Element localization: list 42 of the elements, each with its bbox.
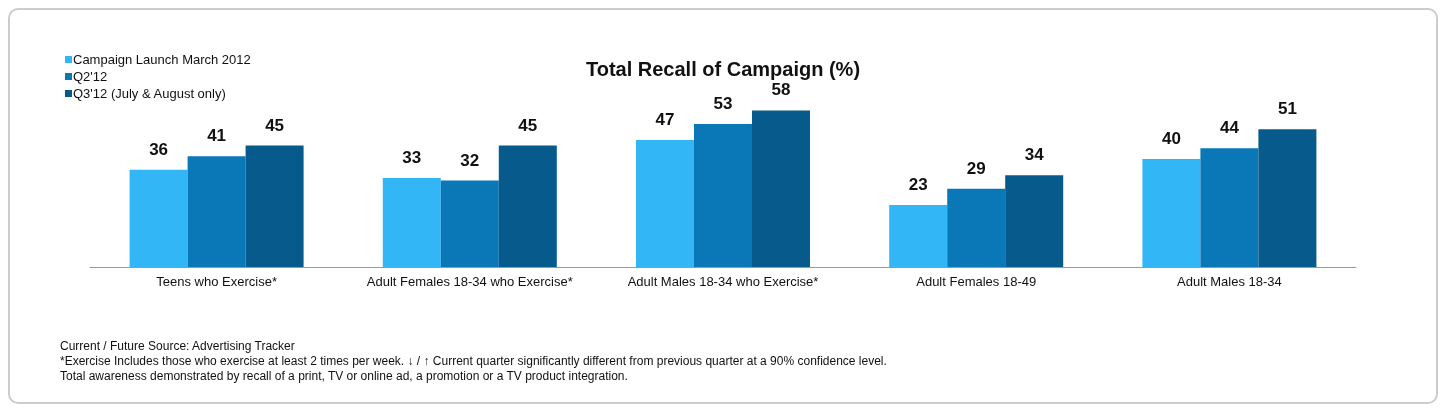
bar bbox=[636, 140, 694, 267]
data-label: 53 bbox=[713, 93, 733, 113]
data-label: 45 bbox=[518, 115, 538, 135]
x-tick-label: Adult Males 18-34 who Exercise* bbox=[627, 274, 819, 289]
legend-label: Q3'12 (July & August only) bbox=[73, 86, 226, 101]
data-label: 47 bbox=[655, 110, 675, 130]
bar bbox=[382, 177, 441, 267]
bar bbox=[947, 188, 1006, 267]
bar bbox=[498, 145, 557, 267]
bar bbox=[1005, 175, 1064, 267]
x-tick-label: Adult Males 18-34 bbox=[1177, 274, 1282, 289]
chart-title: Total Recall of Campaign (%) bbox=[585, 58, 861, 80]
data-label: 29 bbox=[966, 158, 986, 178]
x-tick-label: Adult Females 18-49 bbox=[916, 274, 1037, 289]
data-label: 33 bbox=[402, 147, 422, 167]
data-label: 44 bbox=[1219, 118, 1240, 138]
bar bbox=[1142, 159, 1201, 267]
text: *Exercise Includes those who exercise at least 2 times per week. ↓ / ↑ Current quarter significantly different from previous quarter at a 90% confidence level. bbox=[60, 354, 887, 368]
bar bbox=[187, 156, 246, 267]
data-label: 41 bbox=[207, 126, 227, 146]
data-label: 51 bbox=[1277, 99, 1297, 119]
legend-label: Q2'12 bbox=[73, 69, 108, 84]
bar bbox=[889, 204, 948, 267]
data-label: 36 bbox=[149, 139, 169, 159]
x-tick-label: Teens who Exercise* bbox=[156, 274, 277, 289]
bar bbox=[440, 180, 499, 267]
bar bbox=[129, 169, 188, 267]
data-label: 32 bbox=[460, 150, 480, 170]
text: Total awareness demonstrated by recall of a print, TV or online ad, a promotion or a TV product integration. bbox=[60, 369, 628, 383]
bar bbox=[1258, 129, 1317, 267]
data-label: 45 bbox=[265, 115, 285, 135]
text: Current / Future Source: Advertising Tracker bbox=[60, 339, 295, 353]
x-tick-label: Adult Females 18-34 who Exercise* bbox=[366, 274, 573, 289]
bar bbox=[694, 123, 752, 267]
legend-label: Campaign Launch March 2012 bbox=[73, 52, 251, 67]
data-label: 40 bbox=[1161, 129, 1181, 148]
bar bbox=[752, 110, 810, 267]
bar bbox=[1200, 148, 1259, 267]
data-label: 34 bbox=[1024, 145, 1045, 165]
data-label: 23 bbox=[908, 174, 928, 194]
bar bbox=[245, 145, 304, 267]
data-label: 58 bbox=[771, 80, 791, 100]
